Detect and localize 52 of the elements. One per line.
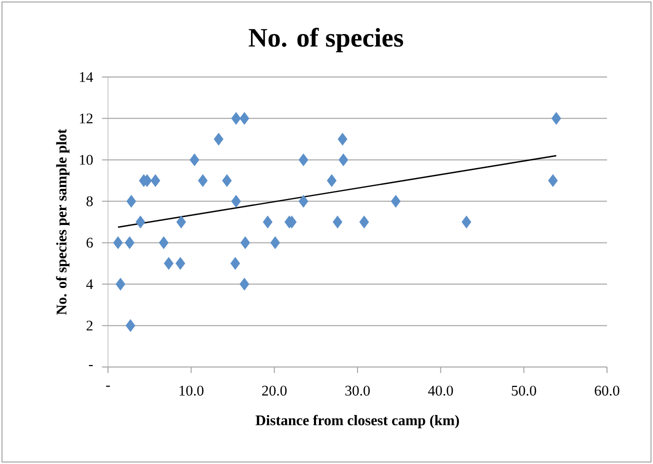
- point: [113, 236, 123, 249]
- point: [158, 236, 168, 249]
- x-tick-label: 40.0: [428, 386, 453, 396]
- chart-title: No. of species: [248, 28, 404, 52]
- point: [240, 112, 250, 125]
- y-tick-label: 12: [80, 114, 92, 124]
- y-tick-label: 14: [80, 72, 94, 82]
- point: [270, 236, 280, 249]
- point: [231, 195, 241, 208]
- point: [231, 112, 241, 125]
- x-tick-label: 20.0: [262, 386, 287, 396]
- y-tick-label: 2: [86, 320, 92, 330]
- x-tick-label: 60.0: [594, 386, 620, 396]
- point: [124, 236, 134, 249]
- point: [240, 278, 250, 290]
- point: [240, 236, 250, 249]
- point: [176, 216, 186, 228]
- x-tick-label: -: [106, 386, 110, 387]
- y-tick-label: -: [88, 365, 93, 366]
- point: [176, 257, 186, 270]
- x-tick-label: 30.0: [345, 386, 370, 396]
- point: [262, 216, 272, 228]
- point: [150, 174, 160, 187]
- point: [198, 174, 208, 187]
- point: [298, 154, 308, 166]
- point: [338, 132, 348, 146]
- point: [126, 195, 136, 208]
- point: [359, 216, 369, 228]
- point: [298, 195, 308, 208]
- point: [222, 174, 232, 187]
- x-axis-title: Distance from closest camp (km): [256, 414, 459, 428]
- y-tick-label: 10: [80, 154, 93, 165]
- point: [332, 216, 342, 228]
- x-tick-label: 10.0: [180, 386, 204, 396]
- point: [338, 154, 348, 166]
- y-axis-title: No. of species per sample plot: [56, 128, 70, 315]
- point: [164, 257, 174, 270]
- point: [190, 154, 200, 166]
- point: [116, 278, 126, 290]
- point: [136, 216, 146, 228]
- y-tick-label: 8: [86, 196, 93, 206]
- y-tick-label: 4: [86, 279, 94, 289]
- point: [462, 216, 472, 228]
- point: [126, 319, 136, 332]
- point: [552, 112, 562, 125]
- point: [230, 257, 240, 270]
- point: [326, 174, 336, 187]
- point: [548, 174, 558, 187]
- point: [214, 132, 224, 146]
- x-tick-label: 50.0: [512, 386, 536, 396]
- point: [390, 195, 401, 208]
- y-tick-label: 6: [86, 238, 93, 248]
